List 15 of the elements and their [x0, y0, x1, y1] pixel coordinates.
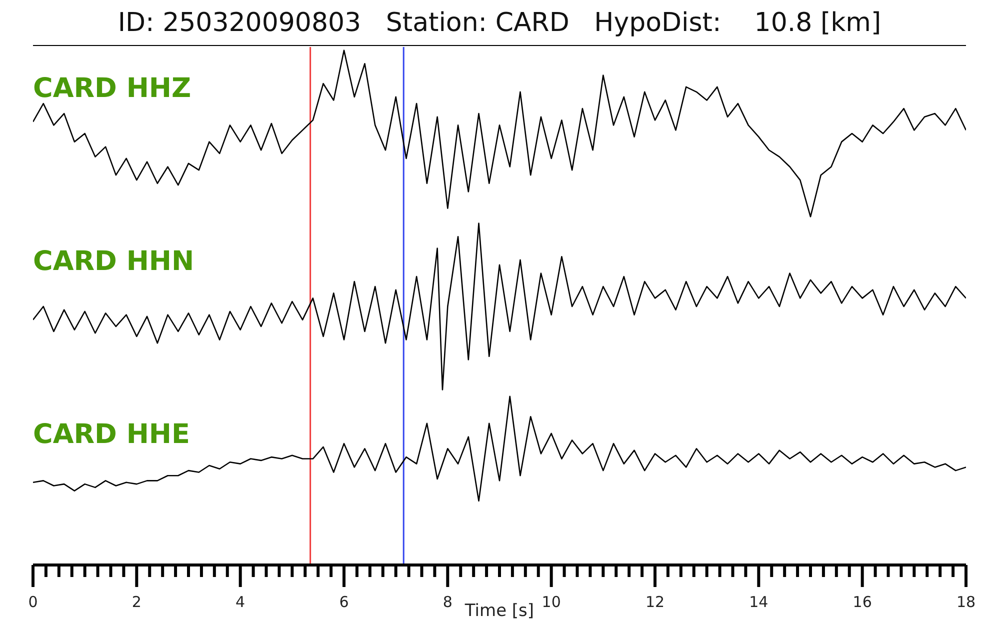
- x-tick-label: 8: [442, 593, 452, 611]
- series-label: CARD HHE: [33, 419, 190, 450]
- x-tick-label: 0: [28, 593, 38, 611]
- x-tick-label: 4: [236, 593, 246, 611]
- chart-title: ID: 250320090803 Station: CARD HypoDist: 10.8 [km]: [116, 8, 882, 38]
- x-tick-label: 18: [956, 593, 976, 611]
- x-tick-label: 14: [749, 593, 768, 611]
- x-tick-label: 10: [542, 593, 561, 611]
- series-label: CARD HHN: [33, 246, 194, 277]
- x-tick-label: 16: [852, 593, 872, 611]
- x-tick-label: 6: [339, 593, 349, 611]
- series-label: CARD HHZ: [33, 73, 192, 104]
- x-tick-label: 2: [132, 593, 142, 611]
- x-tick-label: 12: [645, 593, 665, 611]
- x-axis-title: Time [s]: [464, 601, 534, 621]
